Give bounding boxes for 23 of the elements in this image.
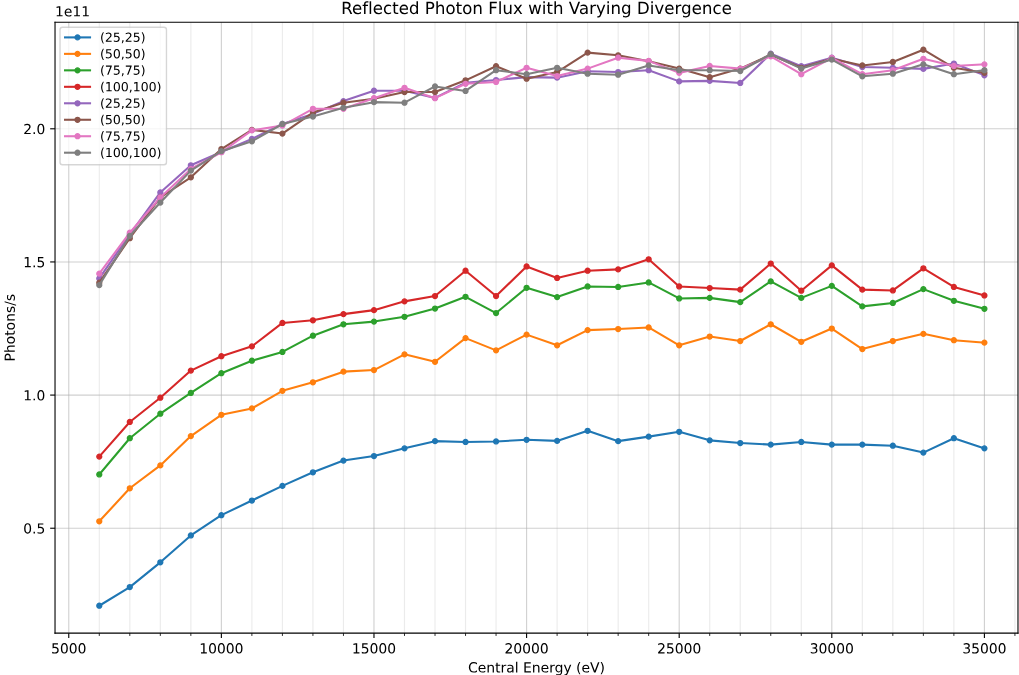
legend-label: (75,75) — [101, 131, 145, 143]
legend-label: (25,25) — [101, 32, 145, 44]
legend-label: (25,25) — [101, 98, 145, 110]
x-tick-label: 10000 — [200, 643, 243, 654]
legend-label: (75,75) — [101, 65, 145, 77]
y-tick-label: 1.5 — [24, 257, 45, 268]
x-tick-label: 5000 — [52, 643, 86, 654]
legend-label: (100,100) — [101, 147, 161, 159]
x-tick-label: 25000 — [658, 643, 701, 654]
y-tick-label: 1.0 — [24, 390, 45, 401]
y-tick-label: 2.0 — [24, 123, 45, 135]
legend-label: (50,50) — [101, 48, 145, 60]
x-tick-label: 35000 — [963, 643, 1006, 654]
text: 1e11 — [56, 6, 89, 17]
y-axis-title: Photons/s — [4, 294, 17, 361]
y-tick-label: 0.5 — [24, 523, 45, 534]
chart-title: Reflected Photon Flux with Varying Divergence — [342, 1, 731, 18]
x-tick-label: 20000 — [505, 643, 548, 654]
x-tick-label: 30000 — [810, 643, 853, 654]
legend-label: (50,50) — [101, 114, 145, 126]
x-tick-label: 15000 — [353, 643, 396, 654]
legend-label: (100,100) — [101, 81, 161, 93]
x-axis-title: Central Energy (eV) — [468, 661, 604, 675]
